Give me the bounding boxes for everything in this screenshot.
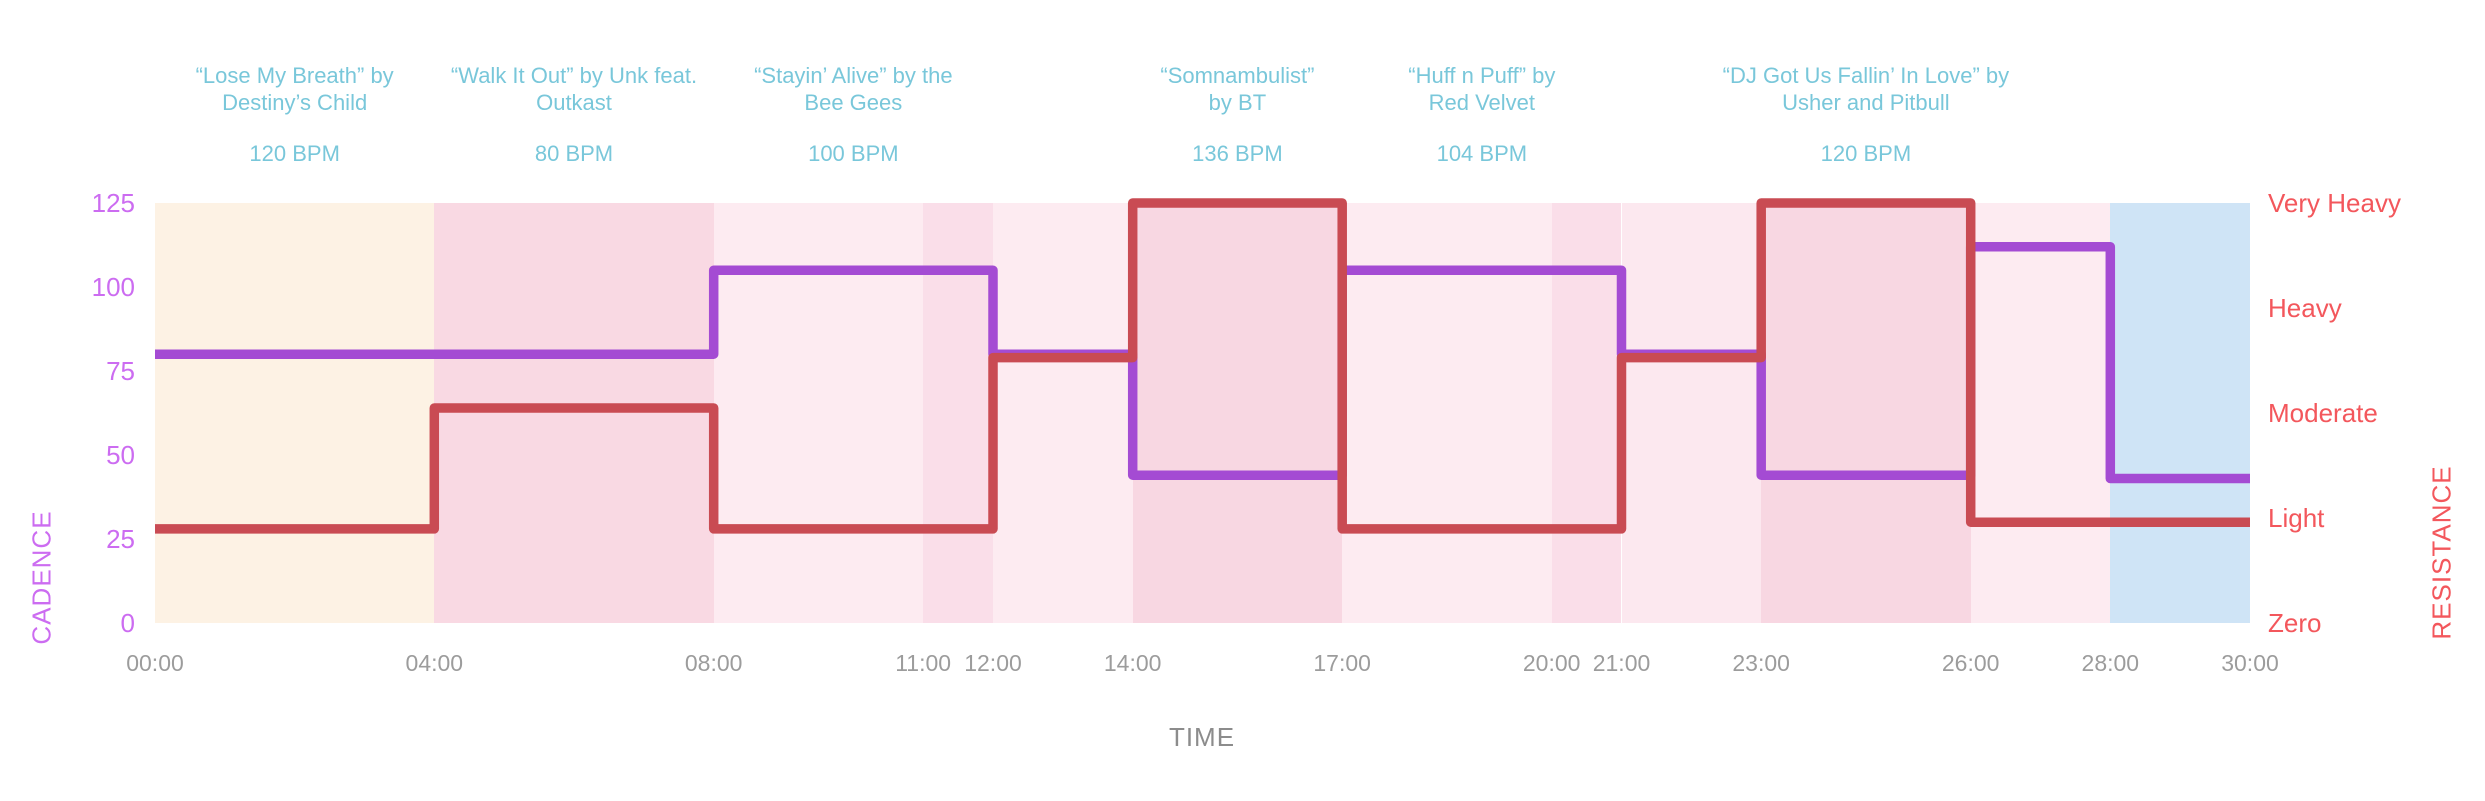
- song-bpm: 80 BPM: [534, 141, 614, 166]
- x-tick-label: 11:00: [895, 650, 952, 676]
- resistance-tick-label: Light: [2268, 503, 2325, 533]
- song-bpm: 136 BPM: [1192, 141, 1283, 166]
- song-bpm: 104 BPM: [1436, 141, 1528, 166]
- light-band: [1621, 203, 1762, 623]
- x-tick-label: 12:00: [964, 650, 1022, 676]
- cadence-tick-label: 0: [120, 608, 135, 638]
- song-bpm: 120 BPM: [1820, 141, 1912, 166]
- cadence-tick-label: 100: [91, 272, 135, 302]
- resistance-tick-label: Zero: [2268, 608, 2322, 638]
- cooldown-band: [2110, 203, 2250, 623]
- song-title-line1: “Lose My Breath” by: [195, 63, 394, 88]
- x-tick-label: 08:00: [684, 650, 743, 676]
- resistance-axis-title: RESISTANCE: [2426, 465, 2457, 640]
- song-bpm: 120 BPM: [249, 141, 340, 166]
- resistance-line: [155, 198, 2250, 534]
- intensity-band: [434, 203, 714, 623]
- song-annotation: “DJ Got Us Fallin’ In Love” by Usher and …: [1636, 62, 2096, 167]
- x-tick-label: 14:00: [1103, 650, 1162, 676]
- x-tick-label: 30:00: [2221, 650, 2279, 676]
- song-title-line2: by BT: [1208, 90, 1267, 115]
- song-title-line1: “Walk It Out” by Unk feat.: [450, 63, 698, 88]
- song-annotation: “Somnambulist” by BT 136 BPM: [1007, 62, 1467, 167]
- song-title-line2: Usher and Pitbull: [1782, 90, 1950, 115]
- intensity-band: [1761, 203, 1971, 623]
- song-title-line2: Destiny’s Child: [222, 90, 368, 115]
- cadence-line: [155, 241, 2250, 484]
- cadence-tick-label: 25: [106, 524, 135, 554]
- time-axis-title: TIME: [1168, 722, 1236, 752]
- song-title-line2: Outkast: [536, 90, 612, 115]
- resistance-tick-label: Very Heavy: [2268, 188, 2401, 218]
- cadence-axis-title: CADENCE: [26, 510, 57, 645]
- cadence-tick-label: 125: [91, 188, 135, 218]
- light-band: [1970, 203, 2111, 623]
- warmup-band: [155, 203, 435, 623]
- x-tick-label: 23:00: [1732, 650, 1790, 676]
- song-bpm: 100 BPM: [808, 141, 899, 166]
- song-title-line1: “Stayin’ Alive” by the: [754, 63, 953, 88]
- song-annotation: “Huff n Puff” by Red Velvet 104 BPM: [1252, 62, 1712, 167]
- song-title-line1: “Huff n Puff” by: [1408, 63, 1556, 88]
- x-tick-label: 04:00: [405, 650, 464, 676]
- x-tick-label: 17:00: [1313, 650, 1371, 676]
- resistance-tick-label: Moderate: [2268, 398, 2378, 428]
- song-title-line2: Red Velvet: [1428, 90, 1536, 115]
- song-annotation: “Walk It Out” by Unk feat. Outkast 80 BPM: [344, 62, 804, 167]
- song-title-line2: Bee Gees: [804, 90, 903, 115]
- song-annotation: “Lose My Breath” by Destiny’s Child 120 BP…: [65, 62, 525, 167]
- song-title-line1: “Somnambulist”: [1160, 63, 1315, 88]
- x-tick-label: 21:00: [1592, 650, 1651, 676]
- cadence-tick-label: 75: [106, 356, 135, 386]
- x-tick-label: 26:00: [1941, 650, 2000, 676]
- cadence-tick-label: 50: [106, 440, 135, 470]
- x-tick-label: 00:00: [126, 650, 184, 676]
- resistance-tick-label: Heavy: [2268, 293, 2342, 323]
- x-tick-label: 28:00: [2081, 650, 2140, 676]
- intensity-band: [1132, 203, 1343, 623]
- song-annotation: “Stayin’ Alive” by the Bee Gees 100 BPM: [623, 62, 1083, 167]
- x-tick-label: 20:00: [1522, 650, 1581, 676]
- light-band: [993, 203, 1133, 623]
- song-title-line1: “DJ Got Us Fallin’ In Love” by: [1722, 63, 2010, 88]
